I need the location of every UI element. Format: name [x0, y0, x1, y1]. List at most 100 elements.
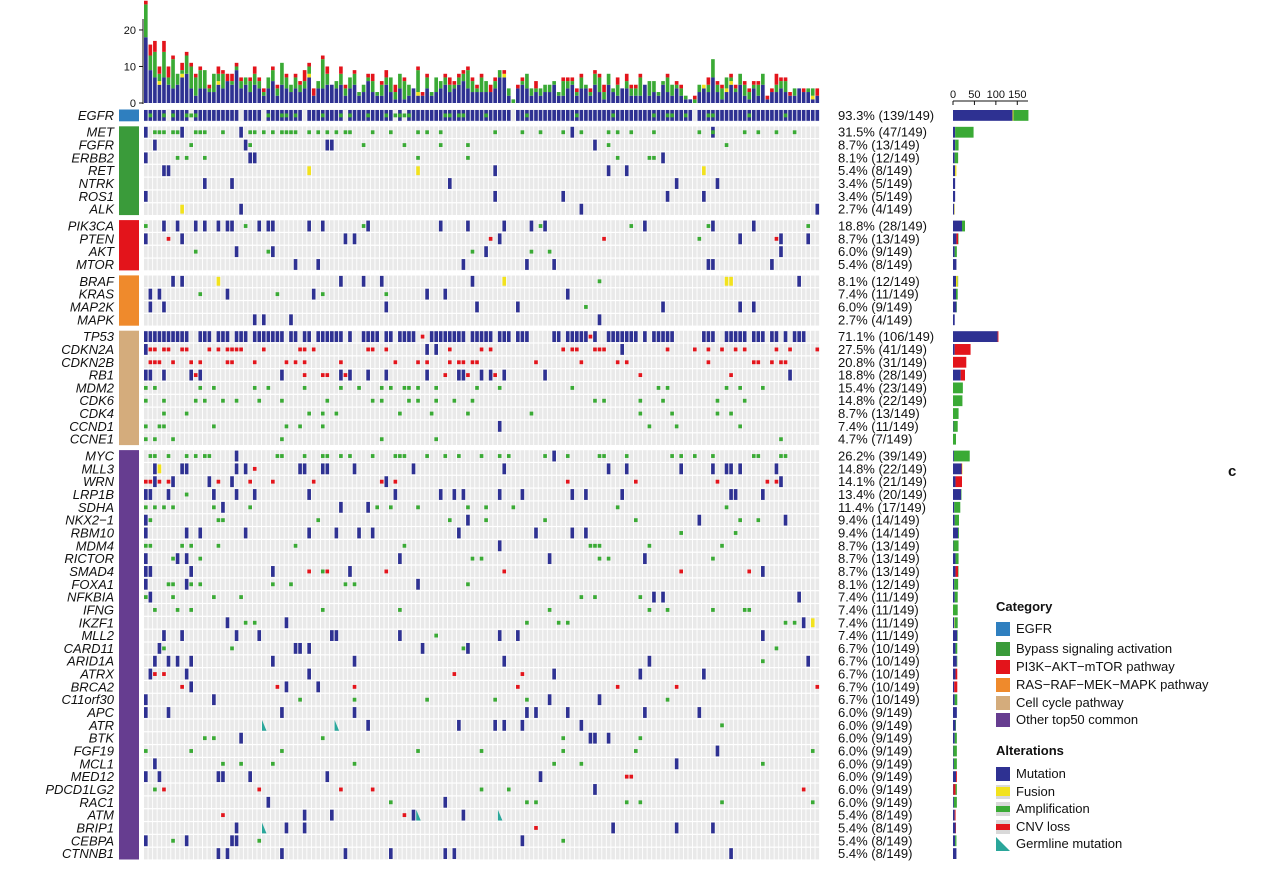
mutation-mark [488, 369, 493, 381]
mutation-mark [266, 220, 271, 232]
grid-cell [420, 126, 425, 139]
grid-cell [692, 382, 697, 394]
grid-cell [647, 382, 652, 394]
grid-cell [602, 301, 606, 313]
grid-cell [584, 420, 588, 433]
top-bar-segment [801, 88, 806, 93]
grid-cell [221, 313, 225, 326]
grid-cell [189, 233, 194, 245]
grid-cell [416, 220, 420, 232]
amplification-mark [320, 411, 325, 416]
grid-cell [538, 203, 543, 215]
grid-cell [806, 203, 811, 215]
top-axis-tick-label: 20 [124, 25, 136, 37]
mutation-mark [425, 288, 429, 300]
grid-cell [661, 126, 665, 139]
grid-cell [375, 126, 380, 139]
grid-cell [711, 394, 715, 407]
mutation-mark [493, 190, 497, 202]
grid-cell [434, 152, 438, 164]
grid-cell [266, 139, 271, 151]
grid-cell [729, 288, 733, 300]
grid-cell [534, 152, 538, 164]
grid-cell [706, 369, 711, 381]
top-bar-segment [810, 95, 815, 100]
grid-cell [266, 233, 271, 245]
grid-cell [792, 152, 797, 164]
grid-cell [275, 394, 280, 407]
grid-cell [638, 139, 643, 151]
grid-cell [452, 407, 457, 420]
grid-cell [810, 313, 815, 326]
grid-cell [593, 126, 597, 139]
grid-cell [202, 407, 207, 420]
grid-cell [620, 394, 625, 407]
cnv-loss-mark [470, 360, 475, 365]
grid-cell [611, 233, 615, 245]
grid-cell [792, 356, 797, 369]
grid-cell [257, 450, 262, 462]
grid-cell [370, 301, 375, 313]
grid-cell [547, 258, 552, 271]
top-bar-segment [402, 81, 407, 100]
grid-cell [761, 245, 765, 258]
grid-cell [788, 450, 792, 462]
grid-cell [171, 164, 175, 177]
top-bar-segment [633, 88, 638, 96]
grid-cell [216, 407, 221, 420]
amplification-mark [615, 130, 620, 135]
grid-cell [679, 382, 683, 394]
grid-cell [556, 369, 561, 381]
grid-cell [447, 450, 452, 462]
grid-cell [198, 233, 203, 245]
grid-cell [212, 177, 216, 190]
amplification-mark [153, 454, 157, 458]
grid-cell [556, 220, 561, 232]
grid-cell [720, 301, 724, 313]
grid-cell [770, 126, 774, 139]
grid-cell [189, 450, 194, 462]
grid-cell [225, 164, 230, 177]
grid-cell [157, 220, 162, 232]
grid-cell [788, 382, 792, 394]
grid-cell [801, 343, 806, 356]
grid-cell [547, 330, 552, 343]
grid-cell [584, 369, 588, 381]
grid-cell [715, 343, 720, 356]
grid-cell [284, 152, 289, 164]
mutation-mark [479, 110, 484, 121]
grid-cell [248, 233, 252, 245]
cnv-loss-mark [488, 236, 493, 241]
grid-cell [434, 275, 438, 288]
grid-cell [348, 139, 352, 151]
grid-cell [529, 190, 534, 203]
grid-cell [411, 288, 416, 300]
top-bar-segment [207, 84, 212, 89]
top-bar-segment [348, 77, 352, 89]
grid-cell [452, 301, 457, 313]
grid-cell [153, 233, 157, 245]
top-bar-segment [615, 95, 620, 103]
mutation-mark [293, 259, 298, 270]
grid-cell [325, 233, 330, 245]
mutation-mark [175, 110, 180, 121]
grid-cell [683, 394, 688, 407]
grid-cell [221, 463, 225, 475]
mutation-mark [702, 331, 706, 343]
grid-cell [402, 394, 407, 407]
grid-cell [815, 356, 820, 369]
grid-cell [266, 356, 271, 369]
grid-cell [289, 203, 293, 215]
amplification-mark [520, 130, 525, 135]
grid-cell [665, 245, 670, 258]
grid-cell [556, 275, 561, 288]
mutation-mark [384, 369, 389, 381]
mutation-mark [724, 110, 729, 121]
grid-cell [388, 275, 393, 288]
grid-cell [484, 258, 488, 271]
grid-cell [230, 233, 234, 245]
grid-cell [352, 245, 357, 258]
grid-cell [289, 275, 293, 288]
grid-cell [366, 407, 370, 420]
grid-cell [679, 301, 683, 313]
